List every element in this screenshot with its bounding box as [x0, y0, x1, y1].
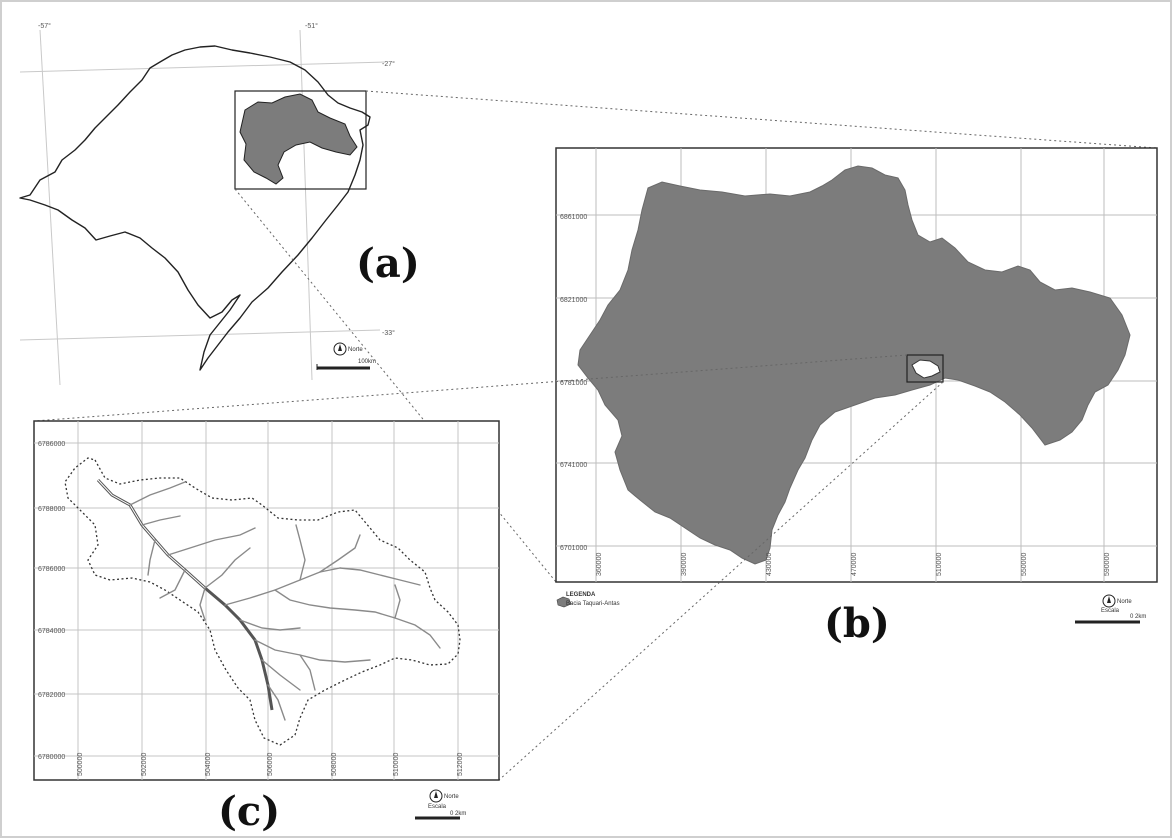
sub-basin-highlight: [911, 359, 941, 379]
panel-c-scale-title: Escala: [428, 804, 447, 810]
panel-b-xtick-4: 470000: [851, 553, 858, 576]
tributaries: [129, 481, 441, 721]
panel-c-xtick-5: 508000: [331, 753, 338, 776]
panel-c-north-arrow: Norte: [429, 789, 459, 803]
panel-b-ytick-1: 6861000: [560, 214, 587, 221]
lat-label-33: -33°: [382, 329, 395, 337]
panel-a-inset-box: [234, 90, 367, 190]
panel-b-scale-title: Escala: [1101, 608, 1120, 614]
legend-swatch-basin: [556, 596, 572, 608]
panel-a-scale-bar: 100km: [316, 359, 376, 370]
panel-c-ytick-5: 6782000: [38, 692, 65, 699]
panel-b: 6861000 6821000 6781000 6741000 6701000 …: [555, 147, 1158, 647]
legend-item-basin: Bacia Taquari-Antas: [566, 601, 620, 607]
lon-label-51: -51°: [305, 22, 318, 30]
panel-c-ytick-2: 6788000: [38, 506, 65, 513]
panel-b-xtick-6: 550000: [1021, 553, 1028, 576]
panel-b-inset-box: [906, 354, 944, 383]
panel-b-ytick-4: 6741000: [560, 462, 587, 469]
panel-c-xtick-3: 504000: [205, 753, 212, 776]
panel-c-xtick-2: 502000: [141, 753, 148, 776]
panel-c-scale-bar: Escala 0 2km: [415, 804, 466, 820]
panel-c-ytick-3: 6786000: [38, 566, 65, 573]
panel-c-north-text: Norte: [444, 794, 459, 800]
panel-c-scale-text: 0 2km: [450, 811, 466, 817]
panel-a-label: (a): [356, 240, 420, 287]
sub-basin-boundary: [64, 457, 461, 746]
panel-c-ytick-1: 6786000: [38, 441, 65, 448]
panel-c-xtick-7: 512000: [457, 753, 464, 776]
panel-b-xtick-3: 430000: [766, 553, 773, 576]
panel-a-north-text: Norte: [348, 347, 363, 353]
state-outline: [19, 45, 371, 371]
basin-taquari-antas: [577, 165, 1131, 565]
panel-c-label: (c): [218, 788, 280, 835]
panel-b-ytick-3: 6781000: [560, 380, 587, 387]
panel-c-xtick-6: 510000: [393, 753, 400, 776]
panel-c-xtick-1: 500000: [77, 753, 84, 776]
lon-label-57: -57°: [38, 22, 51, 30]
legend-title: LEGENDA: [566, 592, 596, 598]
panel-b-ytick-5: 6701000: [560, 545, 587, 552]
main-river-inner: [97, 479, 206, 589]
panel-b-xtick-7: 590000: [1104, 553, 1111, 576]
panel-b-label: (b): [824, 600, 890, 647]
connector-lines-b-c: [33, 354, 944, 781]
connector-lines-a-b: [234, 90, 1158, 583]
panel-b-scale-bar: Escala 0 2km: [1075, 608, 1146, 624]
panel-c-grid: [34, 421, 499, 780]
panel-c-frame: [33, 420, 500, 781]
panel-c: 6786000 6788000 6786000 6784000 6782000 …: [33, 420, 500, 835]
panel-b-xtick-5: 510000: [936, 553, 943, 576]
panel-b-north-arrow: Norte: [1102, 594, 1132, 608]
panel-b-legend: LEGENDA Bacia Taquari-Antas: [556, 592, 620, 608]
panel-b-xtick-1: 360000: [596, 553, 603, 576]
panel-b-scale-text: 0 2km: [1130, 614, 1146, 620]
panel-b-north-text: Norte: [1117, 599, 1132, 605]
panel-b-xtick-2: 390000: [681, 553, 688, 576]
panel-b-ytick-2: 6821000: [560, 297, 587, 304]
panel-c-xtick-4: 506000: [267, 753, 274, 776]
panel-a-scale-text: 100km: [358, 359, 376, 365]
panel-c-ytick-4: 6784000: [38, 628, 65, 635]
panel-a: -57° -51° -27° -33° Norte 100km (a): [19, 22, 420, 386]
panel-a-north-arrow: Norte: [333, 342, 363, 356]
panel-c-ytick-6: 6780000: [38, 754, 65, 761]
basin-inset-a: [239, 93, 358, 185]
lat-label-27: -27°: [382, 60, 395, 68]
